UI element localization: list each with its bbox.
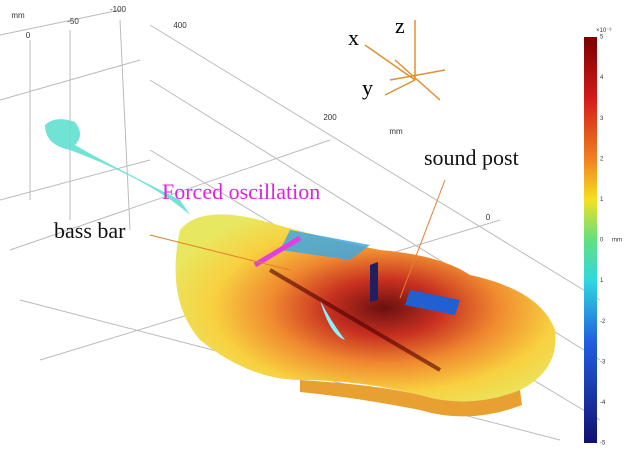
colorbar-tick-label: 1 bbox=[600, 278, 604, 284]
tick: 0 bbox=[486, 213, 491, 222]
colorbar-tick-label: 1 bbox=[600, 197, 604, 203]
tick: 400 bbox=[173, 21, 187, 30]
colorbar-tick-label: -3 bbox=[600, 359, 606, 365]
colorbar-tick-label: 0 bbox=[600, 238, 604, 244]
colorbar-unit: mm bbox=[612, 238, 622, 244]
colorbar-tick-label: -5 bbox=[600, 441, 606, 447]
annotation: sound post bbox=[424, 145, 519, 170]
tick: 200 bbox=[323, 113, 337, 122]
annotation: Forced oscillation bbox=[162, 179, 320, 204]
unit: mm bbox=[11, 11, 25, 20]
x-label: x bbox=[348, 25, 359, 50]
colorbar-tick-label: -4 bbox=[600, 400, 606, 406]
y-label: y bbox=[362, 75, 373, 100]
colorbar-tick-label: 5 bbox=[600, 35, 604, 41]
colorbar-exponent: ×10⁻³ bbox=[596, 28, 611, 34]
colorbar-tick-label: 4 bbox=[600, 75, 604, 81]
tick: 0 bbox=[26, 31, 31, 40]
colorbar-tick-label: 2 bbox=[600, 156, 604, 162]
unit: mm bbox=[389, 127, 403, 136]
figure: mm 0 -50 -100 400 200 0 mm x z y Forced … bbox=[0, 0, 630, 459]
colorbar-tick-label: -2 bbox=[600, 319, 606, 325]
z-label: z bbox=[395, 13, 405, 38]
colorbar-tick-label: 3 bbox=[600, 116, 604, 122]
tick: -50 bbox=[67, 17, 79, 26]
triad bbox=[365, 20, 445, 100]
tick: -100 bbox=[110, 5, 127, 14]
annotation: bass bar bbox=[54, 218, 126, 243]
colorbar bbox=[584, 37, 597, 443]
colorbar-ticks: 5 4 3 2 1 0 1 -2 -3 -4 -5 bbox=[600, 35, 606, 447]
